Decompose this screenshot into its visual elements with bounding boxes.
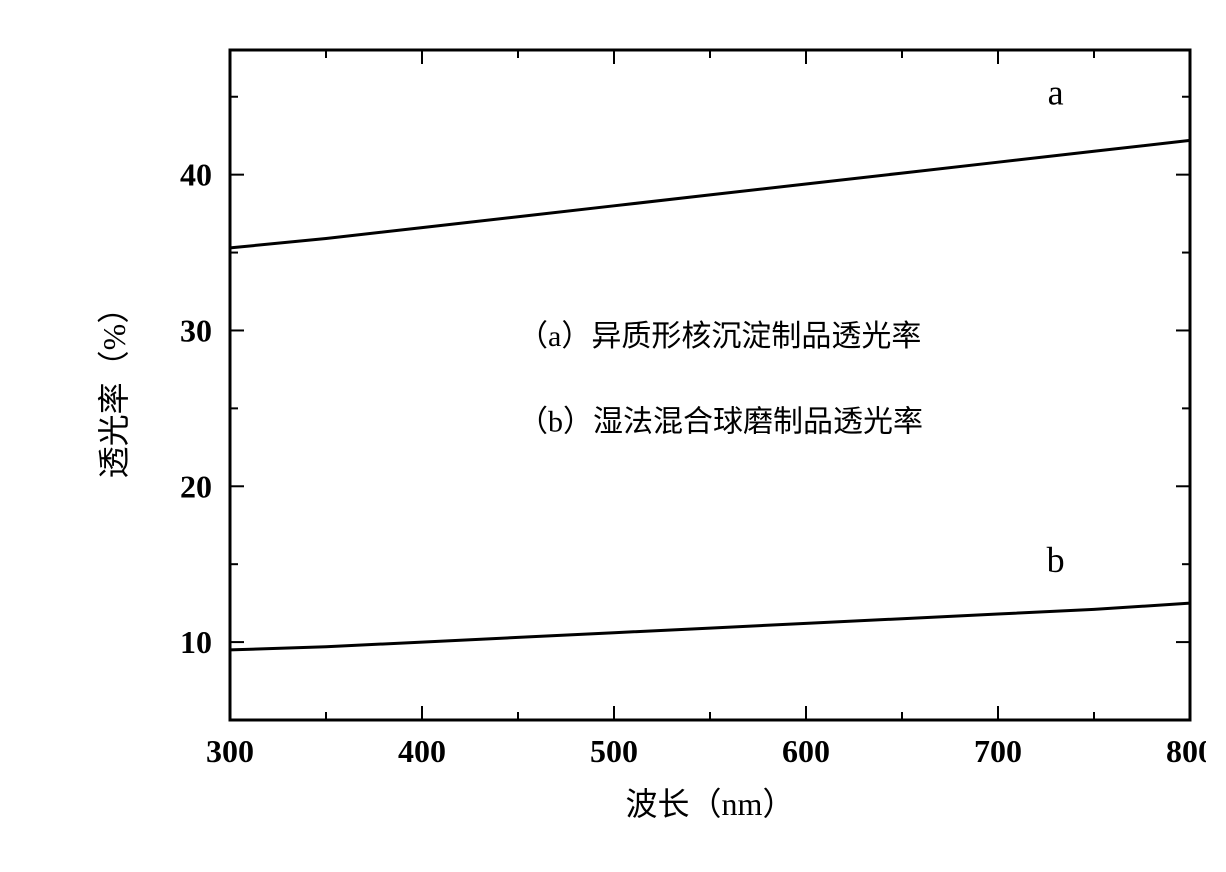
y-tick-label: 40 bbox=[180, 157, 212, 193]
x-tick-label: 400 bbox=[398, 733, 446, 769]
chart-container: 300 400 500 600 700 800 10 20 30 40 波长（nm） 透光率（%） a b… bbox=[20, 20, 1206, 852]
y-tick-label: 20 bbox=[180, 468, 212, 504]
series-label-b: b bbox=[1047, 540, 1065, 580]
legend-entry-0: （a）异质形核沉淀制品透光率 bbox=[518, 320, 921, 353]
x-tick-label: 700 bbox=[974, 733, 1022, 769]
x-tick-label: 500 bbox=[590, 733, 638, 769]
series-label-a: a bbox=[1048, 73, 1064, 113]
x-tick-label: 600 bbox=[782, 733, 830, 769]
y-tick-label: 30 bbox=[180, 312, 212, 348]
legend-entry-1: （b）湿法混合球磨制品透光率 bbox=[518, 406, 923, 439]
x-axis-label: 波长（nm） bbox=[626, 786, 795, 822]
y-tick-label: 10 bbox=[180, 624, 212, 660]
chart-svg: 300 400 500 600 700 800 10 20 30 40 波长（nm） 透光率（%） a b… bbox=[20, 20, 1206, 852]
x-tick-label: 800 bbox=[1166, 733, 1206, 769]
y-axis-label: 透光率（%） bbox=[96, 292, 132, 479]
x-tick-label: 300 bbox=[206, 733, 254, 769]
